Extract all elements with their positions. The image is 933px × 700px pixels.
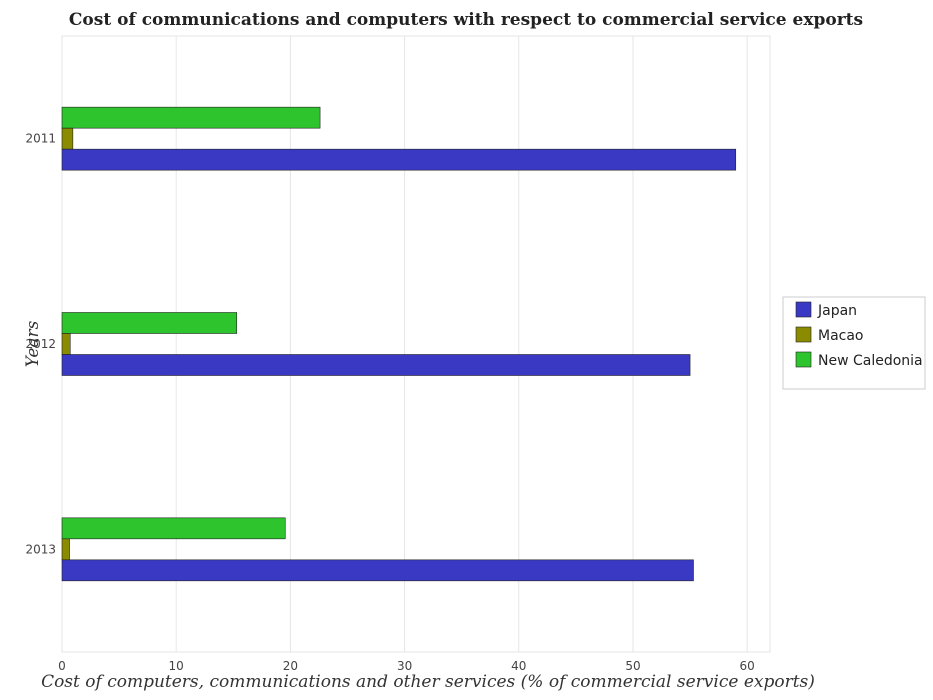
bar-japan-2011 [61,148,737,171]
legend-swatch-japan [795,301,812,318]
legend-label: Japan [817,303,857,319]
legend-label: Macao [818,328,864,344]
x-tick-label: 50 [625,659,640,673]
x-tick-label: 30 [397,659,412,673]
bar-japan-2012 [61,354,691,376]
bar-macao-2012 [61,333,71,355]
x-tick-label: 0 [58,659,66,673]
x-tick-labels: 0 10 20 30 40 50 60 [58,659,755,673]
plot-area [61,35,771,653]
x-tick-label: 40 [511,659,526,673]
bar-new-caledonia-2013 [61,517,286,540]
x-tick-label: 60 [740,659,755,673]
bar-new-caledonia-2012 [61,312,238,334]
y-tick-labels: 2011 2012 2013 [25,132,56,557]
chart-title: Cost of communications and computers wit… [69,10,863,30]
bar-macao-2011 [61,127,74,150]
legend: Japan Macao New Caledonia [782,296,926,390]
legend-label: New Caledonia [818,353,923,369]
legend-swatch-new-caledonia [795,351,812,368]
y-axis-label: Years [23,320,43,367]
bar-new-caledonia-2011 [61,106,321,129]
y-tick-label: 2012 [25,337,56,351]
bar-japan-2013 [61,559,694,582]
x-tick-label: 20 [283,659,298,673]
y-tick-label: 2013 [25,542,56,556]
x-axis-label: Cost of computers, communications and ot… [41,672,815,692]
legend-swatch-macao [795,326,812,343]
x-tick-label: 10 [169,659,184,673]
bar-macao-2013 [61,538,70,561]
bars [61,106,737,582]
y-tick-label: 2011 [25,132,56,146]
